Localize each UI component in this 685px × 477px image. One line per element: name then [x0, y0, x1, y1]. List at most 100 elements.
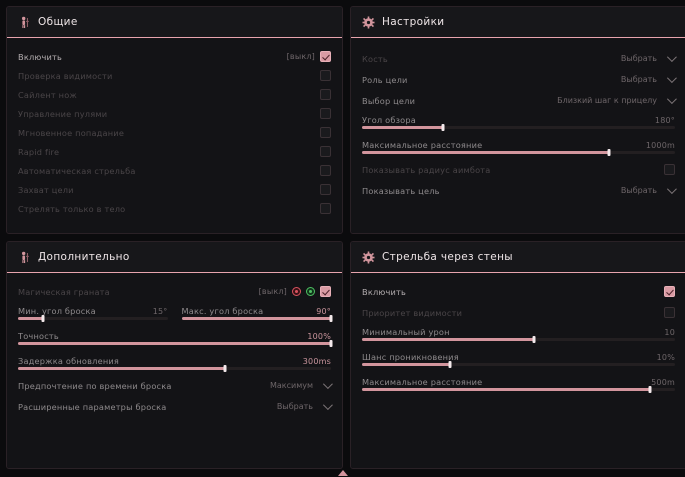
row-penetration-chance: Шанс проникновения 10% — [362, 347, 675, 366]
row-show-target[interactable]: Показывать цель Выбрать — [362, 181, 677, 200]
min-damage-slider[interactable] — [362, 336, 675, 343]
panel-grid: Общие Включить [выкл] Проверка видимости… — [6, 6, 685, 469]
row-min-angle: Мин. угол броска 15° — [18, 301, 168, 320]
row-bone[interactable]: Кость Выбрать — [362, 49, 677, 68]
target-select-dropdown-value: Близкий шаг к прицелу — [557, 96, 657, 105]
fov-slider-knob[interactable] — [441, 124, 445, 131]
row-enable-controls: [выкл] — [287, 51, 331, 62]
row-silent-knife-checkbox[interactable] — [320, 89, 331, 100]
row-target-select[interactable]: Выбор цели Близкий шаг к прицелу — [362, 91, 677, 110]
show-target-dropdown-value: Выбрать — [620, 186, 657, 195]
panel-advanced-title: Дополнительно — [38, 251, 130, 263]
row-auto-fire-checkbox[interactable] — [320, 165, 331, 176]
row-rapid-fire[interactable]: Rapid fire — [18, 142, 331, 161]
row-body-only[interactable]: Стрелять только в тело — [18, 199, 331, 218]
row-max-distance: Максимальное расстояние 1000m — [362, 135, 675, 154]
update-delay-slider-fill — [18, 367, 225, 370]
chevron-down-icon — [322, 379, 333, 390]
panel-general: Общие Включить [выкл] Проверка видимости… — [6, 6, 343, 234]
wallbang-max-distance-slider-knob[interactable] — [648, 386, 652, 393]
show-target-dropdown[interactable]: Выбрать — [620, 184, 677, 195]
row-instant-hit[interactable]: Мгновенное попадание — [18, 123, 331, 142]
time-preference-dropdown[interactable]: Максимум — [270, 379, 333, 390]
min-angle-slider-knob[interactable] — [41, 315, 45, 322]
max-distance-slider-fill — [362, 151, 610, 154]
row-rapid-fire-label: Rapid fire — [18, 146, 60, 157]
min-angle-slider[interactable] — [18, 315, 168, 322]
penetration-chance-slider[interactable] — [362, 361, 675, 368]
min-damage-slider-fill — [362, 338, 535, 341]
row-extra-params[interactable]: Расширенные параметры броска Выбрать — [18, 397, 333, 416]
row-target-lock-checkbox[interactable] — [320, 184, 331, 195]
row-target-role[interactable]: Роль цели Выбрать — [362, 70, 677, 89]
chevron-down-icon — [666, 94, 677, 105]
max-distance-slider-knob[interactable] — [607, 149, 611, 156]
row-wallbang-max-distance: Максимальное расстояние 500m — [362, 372, 675, 391]
panel-wallbang: Стрельба через стены Включить Приоритет … — [350, 241, 685, 469]
row-visibility-priority-label: Приоритет видимости — [362, 307, 463, 318]
panel-general-body: Включить [выкл] Проверка видимости Сайле… — [7, 38, 342, 233]
row-fov: Угол обзора 180° — [362, 110, 675, 129]
target-role-dropdown-value: Выбрать — [620, 75, 657, 84]
row-magic-grenade[interactable]: Магическая граната [выкл] — [18, 282, 331, 301]
row-magic-grenade-label: Магическая граната — [18, 286, 110, 297]
accuracy-slider-knob[interactable] — [329, 340, 333, 347]
chevron-down-icon — [666, 52, 677, 63]
aimbot-person-icon — [18, 16, 31, 29]
row-body-only-checkbox[interactable] — [320, 203, 331, 214]
min-damage-slider-knob[interactable] — [532, 336, 536, 343]
row-instant-hit-checkbox[interactable] — [320, 127, 331, 138]
row-wallbang-max-distance-label: Максимальное расстояние — [362, 377, 483, 387]
row-visibility-check-checkbox[interactable] — [320, 70, 331, 81]
row-enable-label: Включить — [18, 51, 63, 62]
target-role-dropdown[interactable]: Выбрать — [620, 73, 677, 84]
row-enable[interactable]: Включить [выкл] — [18, 47, 331, 66]
row-wallbang-enable-label: Включить — [362, 286, 407, 297]
chevron-down-icon — [322, 400, 333, 411]
row-enable-checkbox[interactable] — [320, 51, 331, 62]
row-accuracy: Точность 100% — [18, 326, 331, 345]
row-visibility-priority[interactable]: Приоритет видимости — [362, 303, 675, 322]
row-update-delay-label: Задержка обновления — [18, 356, 120, 366]
penetration-chance-slider-knob[interactable] — [448, 361, 452, 368]
row-wallbang-enable-checkbox[interactable] — [664, 286, 675, 297]
panel-general-header: Общие — [7, 7, 342, 38]
row-time-preference[interactable]: Предпочтение по времени броска Максимум — [18, 376, 333, 395]
collapse-arrow-icon[interactable] — [337, 470, 348, 476]
max-distance-slider[interactable] — [362, 149, 675, 156]
row-show-radius[interactable]: Показывать радиус аимбота — [362, 160, 675, 179]
row-enable-value: [выкл] — [286, 52, 315, 61]
row-bullet-control[interactable]: Управление пулями — [18, 104, 331, 123]
accuracy-slider[interactable] — [18, 340, 333, 347]
panel-wallbang-header: Стрельба через стены — [351, 242, 685, 273]
wallbang-max-distance-slider[interactable] — [362, 386, 675, 393]
fov-slider-fill — [362, 126, 444, 129]
update-delay-slider-knob[interactable] — [223, 365, 227, 372]
row-target-role-label: Роль цели — [362, 74, 408, 85]
row-silent-knife[interactable]: Сайлент нож — [18, 85, 331, 104]
gear-icon — [362, 15, 375, 29]
update-delay-slider[interactable] — [18, 365, 331, 372]
row-wallbang-enable[interactable]: Включить — [362, 282, 675, 301]
target-select-dropdown[interactable]: Близкий шаг к прицелу — [557, 94, 677, 105]
panel-settings: Настройки Кость Выбрать Роль цели Выбрат… — [350, 6, 685, 234]
max-angle-slider-knob[interactable] — [329, 315, 333, 322]
row-auto-fire[interactable]: Автоматическая стрельба — [18, 161, 331, 180]
row-bone-label: Кость — [362, 53, 388, 64]
panel-advanced: Дополнительно Магическая граната [выкл] — [6, 241, 343, 469]
row-visibility-check[interactable]: Проверка видимости — [18, 66, 331, 85]
row-target-lock[interactable]: Захват цели — [18, 180, 331, 199]
max-angle-slider-fill — [181, 317, 331, 320]
row-visibility-priority-checkbox[interactable] — [664, 307, 675, 318]
min-angle-group: Мин. угол броска 15° — [18, 301, 168, 326]
row-show-target-label: Показывать цель — [362, 185, 440, 196]
row-magic-grenade-checkbox[interactable] — [320, 286, 331, 297]
fov-slider[interactable] — [362, 124, 675, 131]
row-bullet-control-checkbox[interactable] — [320, 108, 331, 119]
bone-dropdown[interactable]: Выбрать — [621, 52, 677, 63]
row-show-radius-checkbox[interactable] — [664, 164, 675, 175]
max-angle-slider[interactable] — [181, 315, 333, 322]
row-rapid-fire-checkbox[interactable] — [320, 146, 331, 157]
row-fov-value: 180° — [654, 115, 675, 125]
extra-params-dropdown[interactable]: Выбрать — [277, 400, 333, 411]
